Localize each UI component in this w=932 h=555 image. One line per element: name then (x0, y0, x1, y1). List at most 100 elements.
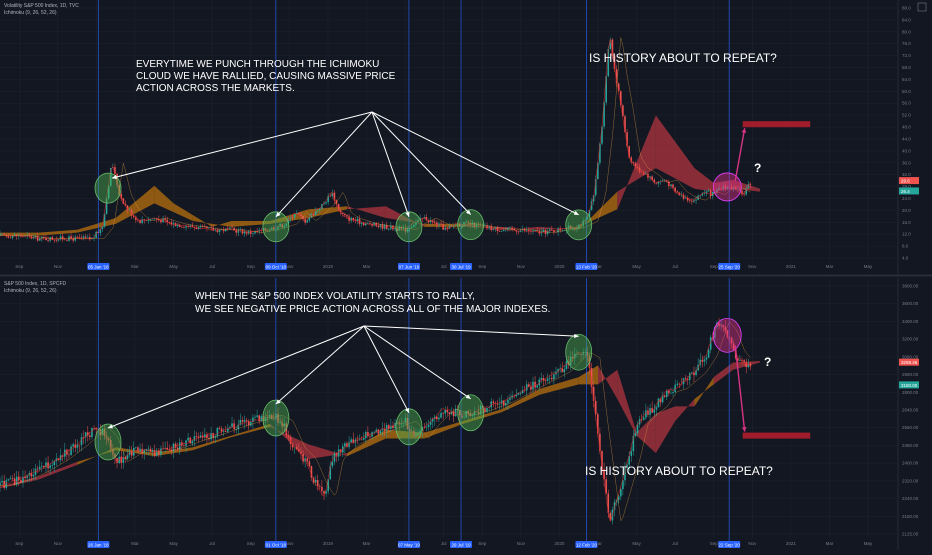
cloud-segment (462, 409, 502, 424)
y-tick-label: 2480.00 (902, 443, 919, 448)
candle-body (369, 436, 371, 437)
candle-body (283, 225, 286, 228)
date-tag-label: 01 Oct '18 (266, 543, 287, 548)
candle-body (565, 361, 568, 369)
annotation-arrowhead (275, 399, 281, 405)
candle-body (749, 184, 752, 185)
candle-body (321, 486, 323, 491)
x-tick-label: May (632, 541, 641, 546)
candle-body (38, 466, 41, 470)
candle-body (220, 229, 223, 231)
candle-body (331, 461, 334, 467)
candle-body (3, 233, 5, 236)
date-tag (264, 541, 287, 548)
date-tag-label: 12 Feb '20 (576, 543, 598, 548)
candle-body (231, 423, 233, 428)
cloud-segment (424, 420, 463, 439)
candle-body (722, 324, 725, 327)
candle-body (628, 146, 630, 158)
candle-body (91, 427, 93, 438)
candle-body (114, 167, 116, 174)
candle-body (597, 162, 599, 180)
candle-body (84, 432, 87, 438)
candle-body (74, 444, 77, 448)
x-tick-label: May (169, 541, 178, 546)
candle-body (597, 414, 599, 434)
candle-body (538, 231, 541, 234)
candle-body (423, 427, 426, 428)
x-tick-label: Nov (54, 541, 63, 546)
candle-body (400, 423, 403, 425)
x-tick-label: Sep (15, 541, 24, 546)
candle-body (191, 440, 194, 444)
candle-body (438, 417, 440, 420)
tenkan-line (0, 39, 751, 240)
candle-body (599, 433, 601, 452)
candle-body (444, 409, 447, 414)
candle-body (392, 425, 394, 429)
candle-body (45, 462, 47, 468)
candle-body (137, 447, 139, 452)
x-tick-label: Sep (478, 541, 487, 546)
candle-body (220, 428, 223, 432)
breakout-circle (395, 408, 423, 446)
candle-body (540, 231, 543, 234)
date-tag-label: 25 Sep '20 (718, 265, 740, 270)
candle-body (114, 454, 116, 459)
candle-body (498, 231, 501, 232)
candle-body (72, 444, 74, 447)
candle-body (306, 220, 309, 223)
y-tick-label: 48.0 (902, 125, 911, 130)
x-tick-label: Jul (441, 541, 447, 546)
candle-body (245, 420, 248, 422)
candle-body (41, 466, 43, 467)
candle-body (686, 197, 689, 201)
bottom-question: IS HISTORY ABOUT TO REPEAT? (585, 464, 773, 478)
candle-body (360, 439, 363, 441)
candle-body (605, 76, 607, 103)
candle-body (461, 225, 463, 227)
cloud-segment (617, 369, 637, 436)
candle-body (204, 434, 206, 438)
candle-body (201, 225, 204, 227)
candle-body (433, 221, 436, 223)
y-tick-label: 2560.00 (902, 425, 919, 430)
y-tick-label: 3200.00 (902, 337, 919, 342)
cloud-segment (540, 377, 579, 395)
candle-body (53, 460, 56, 466)
cloud-segment (192, 435, 232, 451)
candle-body (99, 228, 102, 234)
candle-body (325, 491, 327, 494)
candle-body (477, 411, 480, 415)
candle-body (599, 143, 601, 163)
candle-body (13, 234, 16, 236)
candle-body (66, 449, 68, 455)
candle-body (362, 437, 365, 440)
top-question-mark: ? (754, 161, 761, 175)
candle-body (703, 359, 706, 362)
candle-body (404, 417, 407, 424)
candle-body (222, 430, 225, 432)
candle-body (34, 468, 37, 475)
prediction-arrow-head (741, 128, 747, 133)
candle-body (233, 423, 235, 430)
candle-body (270, 414, 273, 419)
cloud-segment (501, 388, 541, 413)
candle-body (49, 465, 51, 469)
candle-body (36, 468, 39, 470)
candle-body (168, 221, 171, 223)
candle-body (151, 450, 154, 453)
candle-body (93, 427, 95, 429)
candle-body (51, 465, 54, 466)
y-tick-label: 56.0 (902, 101, 911, 106)
candle-body (314, 479, 317, 483)
y-tick-label: 76.0 (902, 41, 911, 46)
candle-body (415, 434, 417, 436)
candle-body (661, 395, 664, 403)
candle-body (670, 184, 672, 187)
candle-body (145, 220, 148, 222)
candle-body (486, 225, 488, 229)
candle-body (70, 446, 72, 455)
date-tag (397, 263, 420, 270)
candle-body (206, 434, 208, 439)
